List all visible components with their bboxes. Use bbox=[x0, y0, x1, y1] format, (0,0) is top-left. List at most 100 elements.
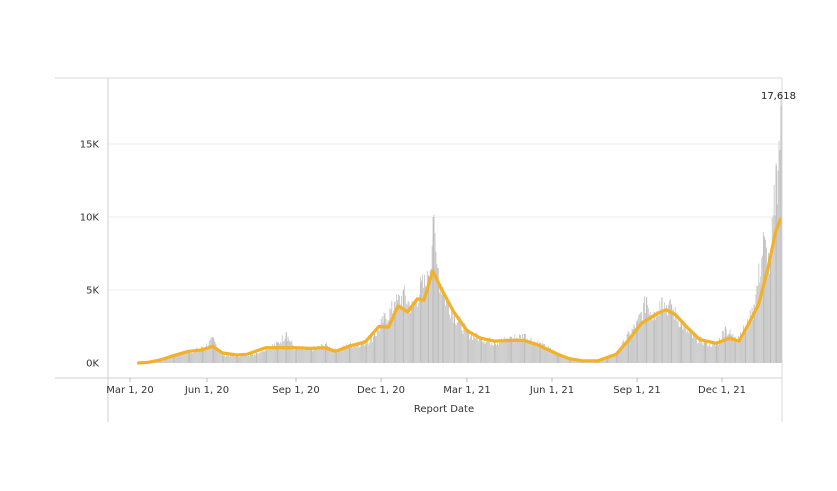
daily-bar bbox=[229, 354, 231, 363]
daily-bar-point bbox=[437, 268, 439, 363]
daily-bar bbox=[497, 343, 498, 363]
daily-bar bbox=[462, 333, 464, 363]
daily-bar bbox=[308, 346, 310, 363]
daily-bar bbox=[292, 344, 294, 363]
daily-bar-point bbox=[616, 352, 618, 363]
daily-bar bbox=[466, 329, 468, 363]
daily-bar bbox=[473, 334, 474, 363]
daily-bar bbox=[546, 348, 547, 363]
daily-bar bbox=[505, 341, 507, 363]
daily-bar-point bbox=[420, 282, 422, 363]
daily-bar bbox=[182, 353, 184, 363]
daily-bar bbox=[386, 323, 388, 363]
daily-bar bbox=[190, 351, 192, 363]
daily-bar bbox=[434, 233, 436, 363]
daily-bar bbox=[301, 347, 303, 363]
daily-bar bbox=[491, 343, 493, 363]
daily-bar bbox=[304, 348, 306, 363]
daily-bar bbox=[568, 358, 570, 363]
daily-bar bbox=[502, 340, 504, 363]
daily-bar bbox=[294, 350, 296, 363]
daily-bar bbox=[267, 348, 269, 363]
daily-bar bbox=[183, 354, 185, 363]
daily-bar bbox=[559, 355, 561, 363]
daily-bar bbox=[282, 341, 284, 363]
daily-bar bbox=[678, 326, 680, 363]
daily-bar bbox=[460, 319, 462, 363]
daily-bar bbox=[637, 319, 639, 363]
daily-bar bbox=[664, 302, 666, 363]
daily-bar bbox=[337, 350, 339, 363]
daily-bar bbox=[525, 341, 527, 363]
daily-bar bbox=[372, 342, 374, 363]
daily-bar bbox=[504, 338, 506, 363]
daily-bar-point bbox=[734, 336, 736, 363]
daily-bar bbox=[624, 341, 626, 363]
daily-bar bbox=[332, 350, 334, 363]
daily-bar bbox=[326, 342, 327, 363]
daily-bar bbox=[759, 282, 761, 363]
daily-bar bbox=[399, 304, 401, 363]
daily-bar bbox=[698, 338, 700, 363]
x-tick-label: Dec 1, 20 bbox=[357, 385, 405, 396]
daily-bar bbox=[387, 320, 389, 363]
daily-bar bbox=[331, 348, 333, 363]
daily-bar bbox=[227, 355, 228, 363]
daily-bar bbox=[311, 349, 313, 363]
daily-bar bbox=[249, 356, 251, 363]
daily-bar bbox=[679, 327, 681, 363]
daily-bar bbox=[330, 350, 332, 363]
daily-bar bbox=[654, 320, 656, 363]
daily-bar-point bbox=[753, 304, 755, 363]
daily-bar-point bbox=[402, 290, 405, 363]
daily-bar bbox=[401, 305, 403, 363]
daily-bar-point bbox=[349, 344, 351, 363]
daily-bar bbox=[490, 344, 492, 363]
daily-bar bbox=[286, 340, 288, 363]
daily-bar bbox=[576, 360, 578, 363]
daily-bar bbox=[397, 299, 398, 363]
daily-bar bbox=[167, 356, 169, 363]
daily-bar bbox=[562, 356, 564, 363]
rolling-average-path bbox=[137, 217, 783, 365]
x-tick-label: Jun 1, 20 bbox=[184, 385, 229, 396]
daily-bar bbox=[164, 358, 166, 363]
daily-bar bbox=[611, 355, 613, 363]
daily-bar bbox=[779, 149, 781, 363]
daily-bar bbox=[765, 239, 766, 363]
daily-bar bbox=[686, 332, 688, 363]
daily-bar bbox=[376, 328, 378, 363]
daily-bar bbox=[477, 340, 479, 363]
daily-bar bbox=[718, 345, 719, 363]
daily-bar-point bbox=[453, 311, 455, 363]
daily-bar bbox=[524, 333, 526, 363]
daily-bar bbox=[768, 273, 770, 363]
daily-bar bbox=[747, 326, 749, 363]
daily-bar bbox=[767, 253, 769, 363]
daily-bar bbox=[317, 346, 319, 363]
daily-bar bbox=[283, 341, 285, 363]
daily-bar bbox=[181, 351, 183, 363]
daily-bar bbox=[299, 348, 300, 363]
daily-bar bbox=[687, 330, 689, 363]
daily-bar bbox=[739, 336, 741, 363]
daily-bar bbox=[324, 346, 325, 363]
daily-bar bbox=[225, 356, 227, 363]
daily-bar bbox=[662, 310, 664, 363]
daily-bar bbox=[179, 355, 180, 363]
daily-bar bbox=[415, 298, 417, 363]
daily-bar bbox=[629, 336, 631, 363]
daily-bar bbox=[223, 355, 225, 363]
daily-bar bbox=[186, 351, 188, 363]
daily-bar bbox=[261, 348, 263, 363]
daily-bar bbox=[570, 358, 571, 363]
daily-bar bbox=[180, 354, 182, 363]
daily-bar bbox=[290, 341, 292, 363]
daily-bar bbox=[646, 305, 648, 363]
x-axis-ticks: Mar 1, 20 Jun 1, 20 Sep 1, 20 Dec 1, 20 Mar … bbox=[106, 378, 746, 396]
daily-bar bbox=[663, 312, 665, 363]
daily-bar-point bbox=[716, 344, 718, 363]
daily-bar bbox=[312, 351, 314, 363]
daily-bar bbox=[729, 329, 731, 363]
